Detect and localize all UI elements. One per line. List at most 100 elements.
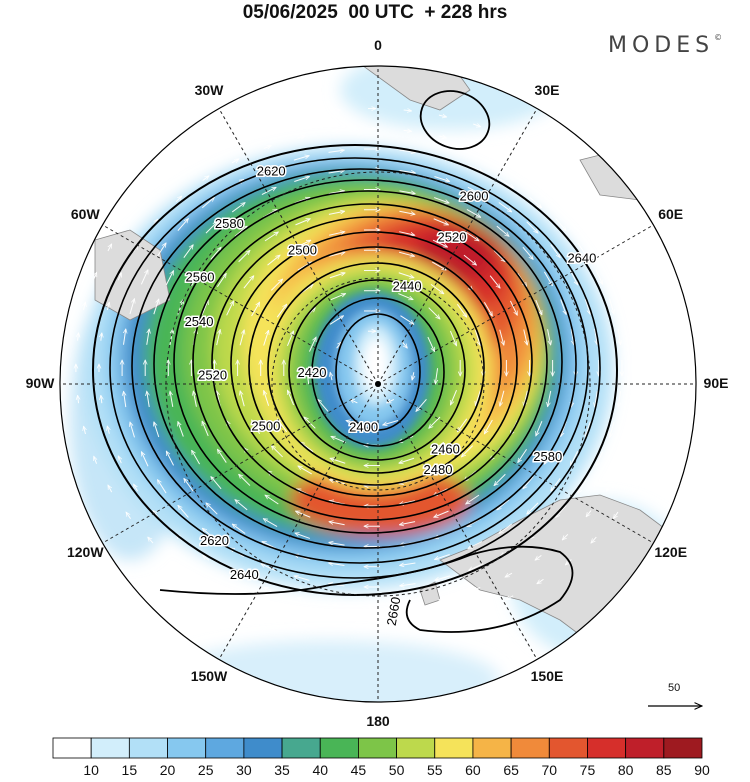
wind-vector (328, 150, 345, 152)
colorbar-tick-label: 85 (656, 762, 672, 778)
meridian-line (218, 108, 379, 385)
contour-line (109, 157, 601, 579)
colorbar-swatch (167, 737, 207, 759)
colorbar-swatch (319, 737, 359, 759)
wind-vector (403, 130, 412, 131)
wind-vector (294, 576, 310, 581)
wind-vector (432, 261, 446, 270)
wind-vector (635, 302, 637, 310)
brand-mark: © (714, 33, 723, 42)
wind-vector (465, 231, 479, 241)
wind-vector (84, 426, 86, 435)
wind-vector (398, 293, 413, 300)
meridian-label: 150E (530, 667, 564, 684)
wind-vector (264, 391, 270, 406)
wind-vector (535, 554, 542, 560)
colorbar-tick-label: 50 (388, 762, 405, 778)
wind-vector (286, 331, 293, 347)
wind-vector (618, 328, 620, 345)
colorbar-tick-label: 35 (274, 762, 290, 778)
wind-vector (107, 485, 113, 493)
wind-vector (231, 203, 245, 213)
wind-vector (613, 217, 618, 224)
wind-vector (126, 512, 131, 519)
colorbar-tick-label: 30 (236, 762, 252, 778)
wind-vector (433, 197, 449, 203)
wind-vector (263, 519, 278, 528)
contour-high-south (159, 545, 574, 633)
wind-vector (642, 332, 643, 341)
wind-vector (659, 426, 661, 434)
wind-vector (118, 456, 121, 464)
map-boundary (59, 65, 697, 703)
wind-vector (329, 522, 345, 526)
wind-vector (147, 193, 153, 200)
colorbar-tick-label: 80 (617, 762, 634, 778)
wind-vector (428, 307, 440, 319)
colorbar-swatch (281, 737, 321, 759)
wind-vector (398, 251, 414, 256)
wind-vector (328, 191, 345, 195)
wind-vector (211, 477, 222, 490)
contour-line (230, 231, 518, 497)
wind-vector (238, 250, 250, 263)
wind-vector (297, 262, 312, 271)
wind-vector (318, 399, 329, 412)
wind-vector (306, 368, 308, 385)
contour-line (211, 216, 533, 508)
wind-vector (261, 563, 276, 571)
wind-vector (456, 303, 466, 317)
wind-vector (536, 151, 544, 157)
wind-vector (499, 523, 513, 533)
wind-vector (647, 272, 650, 279)
wind-vector (129, 299, 135, 315)
wind-vector (332, 110, 340, 111)
colorbar-swatch (510, 737, 550, 759)
colorbar-swatch (434, 737, 474, 759)
wind-vector (642, 395, 643, 403)
colorbar-swatch (548, 737, 588, 759)
wind-vector (585, 421, 591, 437)
wind-vector (665, 395, 666, 403)
wind-vector (399, 231, 415, 236)
wind-vector (297, 619, 306, 621)
wind-vector (550, 244, 560, 258)
colorbar-swatch (90, 737, 130, 759)
inner-low-shading (314, 292, 430, 448)
wind-vector (329, 542, 345, 546)
meridian-line (377, 383, 654, 544)
wind-vector (401, 341, 407, 348)
wind-vector (172, 171, 179, 177)
colorbar-tick-label: 10 (83, 762, 99, 778)
wind-vector (260, 165, 276, 173)
wind-vector (169, 329, 173, 345)
colorbar-tick-label: 70 (541, 762, 558, 778)
colorbar-swatch (205, 737, 245, 759)
wind-vector (192, 450, 201, 465)
wind-speed-field (60, 66, 696, 702)
wind-vector (416, 398, 427, 411)
colorbar-swatch (52, 737, 92, 759)
wind-vector (499, 329, 504, 345)
wind-vector (570, 329, 574, 345)
wind-vector (463, 254, 477, 265)
wind-vector (489, 275, 500, 289)
wind-vector (205, 222, 217, 234)
wind-vector (647, 456, 650, 463)
wind-vector (175, 196, 182, 203)
wind-vector (297, 115, 305, 117)
wind-vector (526, 221, 538, 233)
secondary-highs (159, 90, 574, 633)
wind-vector (262, 540, 277, 550)
wind-vector (329, 316, 343, 325)
wind-vector (595, 451, 604, 467)
wind-vector (400, 315, 413, 325)
meridian-label: 90W (25, 375, 55, 391)
wind-vector (309, 337, 317, 352)
graticule (60, 66, 696, 702)
wind-vector (505, 572, 513, 577)
wind-vector (434, 554, 450, 560)
contour-label: 2620 (200, 533, 229, 548)
contour-label: 2600 (460, 188, 489, 203)
wind-vector (494, 473, 506, 485)
